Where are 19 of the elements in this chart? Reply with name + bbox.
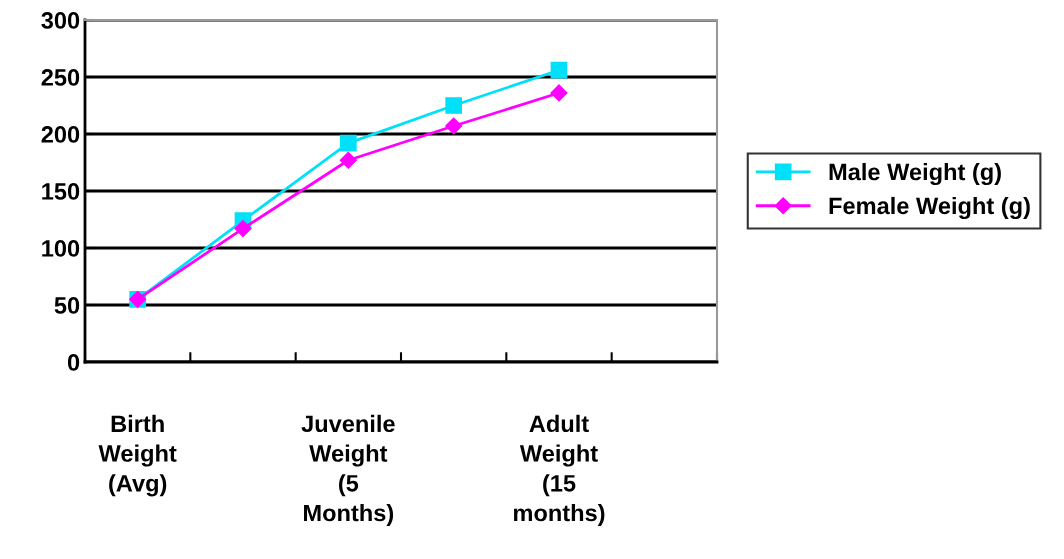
y-tick-label: 200 xyxy=(41,126,80,143)
point xyxy=(550,61,568,79)
y-tick-label: 250 xyxy=(41,69,80,86)
point xyxy=(445,117,463,135)
point xyxy=(234,220,252,238)
legend-label: Male Weight (g) xyxy=(829,162,1001,186)
y-tick-label: 50 xyxy=(54,297,80,314)
y-tick-label: 0 xyxy=(67,354,80,371)
legend-label: Female Weight (g) xyxy=(829,196,1030,220)
y-tick-label: 300 xyxy=(41,12,80,29)
x-tick-label: Birth Weight (Avg) xyxy=(98,414,177,497)
point xyxy=(339,134,357,152)
y-tick-label: 100 xyxy=(42,240,80,257)
x-tick-label: Juvenile Weight (5 Months) xyxy=(301,414,395,527)
y-tick-label: 150 xyxy=(42,183,80,200)
point xyxy=(550,84,568,102)
x-tick-label: Adult Weight (15 months) xyxy=(514,414,605,527)
point xyxy=(339,151,357,169)
point xyxy=(445,97,463,114)
